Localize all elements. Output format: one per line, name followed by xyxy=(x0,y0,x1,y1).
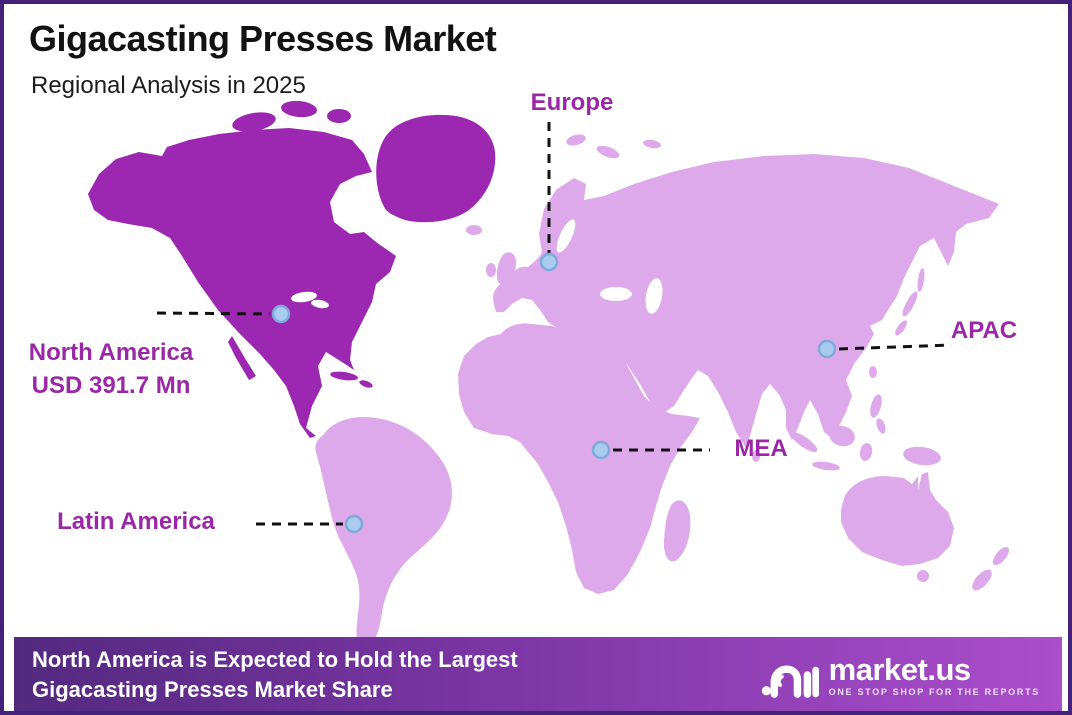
taiwan-shape xyxy=(869,366,877,378)
arctic-island-shape xyxy=(643,139,661,149)
north-america-mainland-shape xyxy=(88,128,396,438)
connector-apac xyxy=(838,343,952,351)
new-guinea-shape xyxy=(903,446,941,466)
africa-shape xyxy=(458,323,700,594)
arctic-canada-island-shape xyxy=(232,112,276,132)
marker-mea xyxy=(591,440,611,460)
sakhalin-shape xyxy=(917,268,925,292)
tasmania-shape xyxy=(917,570,929,582)
banner-line1: North America is Expected to Hold the La… xyxy=(32,647,518,672)
banner-line2: Gigacasting Presses Market Share xyxy=(32,677,393,702)
label-mea: MEA xyxy=(734,435,788,462)
marker-europe xyxy=(539,252,559,272)
baja-california-shape xyxy=(228,336,256,380)
marker-apac xyxy=(817,339,837,359)
marker-north-america xyxy=(271,304,291,324)
philippines-south-shape xyxy=(876,418,886,434)
region-north-america-shape xyxy=(88,100,496,438)
madagascar-shape xyxy=(663,500,691,562)
philippines-shape xyxy=(870,394,882,418)
sumatra-shape xyxy=(790,431,818,453)
arctic-canada-island-shape xyxy=(290,130,318,142)
greenland-shape xyxy=(376,114,496,223)
marketus-logo-text: market.us ONE STOP SHOP FOR THE REPORTS xyxy=(829,654,1040,697)
marker-latin-america xyxy=(344,514,364,534)
marketus-logo-tagline: ONE STOP SHOP FOR THE REPORTS xyxy=(828,686,1040,697)
great-lakes xyxy=(291,291,329,309)
connector-lines xyxy=(156,122,952,526)
sulawesi-shape xyxy=(859,443,873,461)
svalbard-shape xyxy=(566,134,586,146)
connector-north-america xyxy=(156,311,271,316)
novaya-zemlya-shape xyxy=(596,145,620,159)
world-map xyxy=(88,100,1010,649)
inland-seas xyxy=(556,219,663,314)
label-europe: Europe xyxy=(530,89,614,116)
cuba-shape xyxy=(330,371,358,381)
label-north-america: North America USD 391.7 Mn xyxy=(8,336,214,402)
footer-banner: North America is Expected to Hold the La… xyxy=(14,637,1062,711)
sri-lanka-shape xyxy=(752,450,760,462)
arctic-canada-island-shape xyxy=(281,100,317,118)
marketus-logo-icon xyxy=(761,665,819,698)
java-shape xyxy=(812,461,840,471)
regions-default-shapes xyxy=(315,134,1010,649)
australia-shape xyxy=(841,472,954,566)
page-subtitle: Regional Analysis in 2025 xyxy=(31,72,306,99)
location-markers xyxy=(271,252,837,534)
new-zealand-north-shape xyxy=(992,546,1010,566)
new-zealand-south-shape xyxy=(972,569,992,591)
label-latin-america: Latin America xyxy=(57,508,215,535)
borneo-shape xyxy=(829,425,855,447)
marketus-logo: market.us ONE STOP SHOP FOR THE REPORTS xyxy=(761,649,1040,701)
arctic-canada-island-shape xyxy=(219,139,239,149)
great-britain-shape xyxy=(496,252,516,285)
ireland-shape xyxy=(486,263,496,277)
page-title: Gigacasting Presses Market xyxy=(29,18,497,59)
japan-kyushu-shape xyxy=(895,320,907,336)
banner-headline: North America is Expected to Hold the La… xyxy=(32,645,518,705)
south-america-shape xyxy=(315,416,452,649)
japan-honshu-shape xyxy=(902,291,918,317)
iceland-shape xyxy=(466,225,482,235)
arctic-canada-island-shape xyxy=(327,109,351,123)
eurasia-shape xyxy=(493,154,999,448)
label-apac: APAC xyxy=(950,317,1018,344)
north-america-label-text: North America xyxy=(28,339,194,366)
north-america-value-text: USD 391.7 Mn xyxy=(31,372,191,399)
marketus-logo-name: market.us xyxy=(828,651,971,687)
hispaniola-shape xyxy=(359,380,373,388)
